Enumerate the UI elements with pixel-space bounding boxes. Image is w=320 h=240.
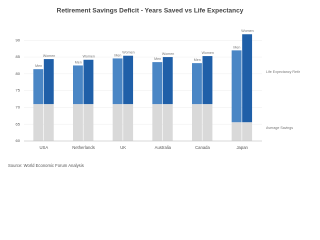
bar-segment bbox=[112, 58, 123, 105]
bar-segment bbox=[83, 104, 94, 141]
bar-segment bbox=[43, 104, 54, 141]
bar-segment bbox=[162, 57, 173, 105]
y-tick-label: 80 bbox=[16, 71, 21, 76]
page: {"chart_data": {"type": "stacked_bar", "… bbox=[8, 7, 300, 169]
bar-segment bbox=[73, 104, 83, 141]
legend-label: Average Savings bbox=[266, 126, 293, 130]
x-tick-label: Canada bbox=[195, 145, 210, 150]
bar-segment bbox=[202, 56, 213, 105]
bar-group-label: Women bbox=[43, 54, 55, 58]
bar-segment bbox=[152, 62, 163, 105]
bar-group-label: Men bbox=[233, 45, 240, 49]
bar-group-label: Men bbox=[194, 58, 201, 62]
x-tick-label: Australia bbox=[155, 145, 172, 150]
legend-label: Life Expectancy Retirement Deficit bbox=[266, 70, 300, 74]
bar-group-label: Women bbox=[122, 51, 134, 55]
bar-segment bbox=[33, 104, 44, 141]
bar-group-label: Women bbox=[162, 52, 174, 56]
bar-segment bbox=[192, 104, 202, 141]
bar-segment bbox=[202, 104, 213, 141]
x-tick-label: Japan bbox=[236, 145, 248, 150]
bar-group-label: Men bbox=[35, 64, 42, 68]
y-tick-label: 85 bbox=[16, 54, 21, 59]
bar-segment bbox=[162, 104, 173, 141]
bar-segment bbox=[43, 59, 54, 105]
bar-segment bbox=[73, 65, 83, 105]
bar-group-label: Men bbox=[75, 60, 82, 64]
y-tick-label: 70 bbox=[16, 104, 21, 109]
bar-segment bbox=[192, 63, 202, 105]
chart-title: Retirement Savings Deficit - Years Saved… bbox=[57, 8, 244, 15]
bar-segment bbox=[152, 104, 163, 141]
bar-segment bbox=[33, 69, 44, 105]
y-tick-label: 75 bbox=[16, 88, 21, 93]
y-tick-label: 60 bbox=[16, 138, 21, 143]
bar-segment bbox=[231, 50, 242, 123]
bar-group-label: Women bbox=[83, 55, 95, 59]
x-tick-label: UK bbox=[120, 145, 126, 150]
bar-segment bbox=[112, 104, 123, 141]
bar-segment bbox=[231, 122, 242, 141]
y-tick-label: 90 bbox=[16, 37, 21, 42]
bar-group-label: Men bbox=[114, 53, 121, 57]
source-note: Source: World Economic Forum Analysis bbox=[8, 163, 84, 168]
y-tick-label: 65 bbox=[16, 121, 21, 126]
bar-segment bbox=[123, 104, 134, 141]
bar-segment bbox=[242, 122, 253, 141]
x-tick-label: USA bbox=[40, 145, 49, 150]
bar-segment bbox=[242, 34, 253, 123]
x-tick-label: Netherlands bbox=[72, 145, 95, 150]
chart: Retirement Savings Deficit - Years Saved… bbox=[8, 8, 300, 168]
bar-group-label: Women bbox=[202, 51, 214, 55]
bar-segment bbox=[83, 59, 94, 105]
bar-group-label: Women bbox=[241, 29, 253, 33]
bar-group-label: Men bbox=[154, 57, 161, 61]
bar-segment bbox=[123, 55, 134, 105]
